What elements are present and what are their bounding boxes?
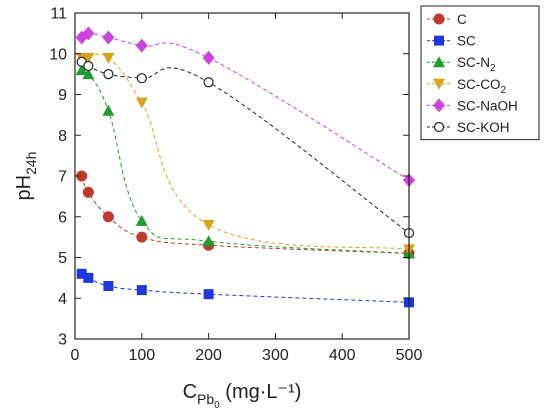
- y-tick-label-9: 9: [58, 87, 67, 104]
- x-tick-label-100: 100: [128, 347, 155, 364]
- y-tick-label-7: 7: [58, 169, 67, 186]
- data-point-4-4: [202, 50, 215, 65]
- legend-label-5: SC-KOH: [457, 120, 510, 135]
- y-tick-label-10: 10: [49, 46, 67, 63]
- axes: 0 100 200 300 400 500 3 4 5 6 7 8 9 10 11 CPb0 (mg·L⁻¹)…: [13, 6, 422, 412]
- data-point-0-3: [136, 231, 148, 243]
- series-line-1: [81, 273, 410, 303]
- x-tick-label-500: 500: [396, 347, 423, 364]
- legend-box: [420, 5, 540, 141]
- series-0: [76, 170, 415, 259]
- y-tick-label-6: 6: [58, 209, 67, 226]
- y-tick-label-4: 4: [58, 291, 67, 308]
- data-point-4-3: [135, 38, 148, 53]
- data-point-4-1: [82, 26, 95, 41]
- legend-marker-2: [433, 56, 445, 68]
- y-tick-label-5: 5: [58, 250, 67, 267]
- data-point-0-2: [102, 211, 114, 223]
- legend-label-3: SC-CO2: [457, 77, 507, 96]
- data-point-1-1: [83, 272, 94, 283]
- data-point-5-1: [83, 60, 94, 72]
- series-1: [76, 268, 414, 308]
- series-line-3: [81, 53, 410, 250]
- data-point-3-2: [102, 52, 115, 64]
- legend-marker-1: [434, 35, 444, 46]
- x-tick-label-300: 300: [262, 347, 289, 364]
- data-point-1-4: [203, 289, 214, 300]
- legend-marker-4: [433, 98, 445, 113]
- data-point-2-2: [102, 104, 115, 116]
- data-point-5-4: [203, 77, 214, 88]
- data-point-4-2: [102, 30, 115, 45]
- data-point-1-2: [103, 281, 114, 292]
- data-point-0-1: [82, 186, 94, 198]
- legend-entry-4: SC-NaOH: [427, 98, 518, 113]
- y-tick-label-11: 11: [50, 6, 67, 23]
- data-point-5-3: [136, 73, 147, 84]
- data-point-3-4: [202, 219, 215, 231]
- series-4: [75, 26, 415, 188]
- data-point-3-1: [82, 52, 95, 64]
- y-axis-title: pH24h: [13, 152, 39, 201]
- series-3: [75, 52, 415, 256]
- legend: C SC SC-N2 SC-CO2 SC-NaOH SC-KOH: [420, 5, 540, 141]
- series-line-2: [81, 68, 410, 254]
- legend-label-4: SC-NaOH: [457, 98, 518, 113]
- legend-entry-3: SC-CO2: [427, 77, 507, 96]
- legend-marker-0: [433, 13, 445, 25]
- legend-label-1: SC: [457, 34, 476, 49]
- legend-marker-3: [433, 78, 445, 90]
- data-point-2-3: [135, 214, 148, 226]
- series-line-4: [81, 32, 410, 181]
- data-point-2-0: [75, 64, 88, 76]
- data-point-2-4: [202, 235, 215, 247]
- legend-label-0: C: [457, 12, 467, 27]
- data-point-5-2: [103, 69, 114, 80]
- x-tick-label-400: 400: [329, 347, 356, 364]
- series-2: [75, 64, 415, 259]
- series-line-0: [81, 175, 410, 254]
- x-axis-title: CPb0 (mg·L⁻¹): [183, 381, 302, 411]
- data-point-2-1: [82, 68, 95, 80]
- y-tick-label-8: 8: [58, 128, 67, 145]
- plot-frame: [74, 12, 410, 340]
- data-point-1-0: [76, 268, 87, 279]
- legend-entry-1: SC: [427, 34, 476, 49]
- y-tick-label-3: 3: [58, 332, 67, 349]
- plot-area: [75, 26, 415, 308]
- x-tick-label-200: 200: [195, 347, 222, 364]
- data-point-3-3: [135, 97, 148, 109]
- legend-entry-0: C: [427, 12, 467, 27]
- legend-label-2: SC-N2: [457, 55, 496, 74]
- series-line-5: [81, 61, 410, 234]
- x-tick-label-0: 0: [71, 347, 80, 364]
- data-point-1-3: [136, 285, 147, 296]
- legend-entry-2: SC-N2: [427, 55, 496, 74]
- legend-entry-5: SC-KOH: [427, 120, 510, 135]
- series-5: [76, 56, 415, 239]
- legend-marker-5: [433, 121, 445, 133]
